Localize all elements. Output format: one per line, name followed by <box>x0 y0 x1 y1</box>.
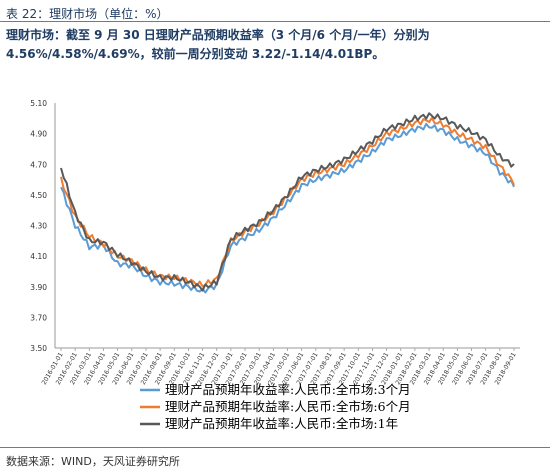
line-chart: 5.10 4.90 4.70 4.50 4.30 4.10 3.90 3.70 3.50 201… <box>30 99 520 431</box>
headline-text: 理财市场：截至 9 月 30 日理财产品预期收益率（3 个月/6 个月/一年）分… <box>6 28 430 61</box>
series-line-3 <box>60 112 515 292</box>
y-tick-label: 5.10 <box>30 99 47 108</box>
y-tick-label: 4.30 <box>30 222 47 231</box>
bottom-divider <box>0 447 550 448</box>
y-tick-label: 4.50 <box>30 191 47 200</box>
y-tick-label: 3.90 <box>30 283 47 292</box>
y-tick-label: 4.90 <box>30 130 47 139</box>
legend-label-3: 理财产品预期年收益率:人民币:全市场:1年 <box>165 416 398 431</box>
y-tick-label: 4.70 <box>30 160 47 169</box>
chart-legend: 理财产品预期年收益率:人民币:全市场:3个月理财产品预期年收益率:人民币:全市场… <box>140 382 411 431</box>
legend-label-2: 理财产品预期年收益率:人民币:全市场:6个月 <box>165 399 411 414</box>
chart-axes <box>54 103 520 349</box>
y-tick-label: 3.70 <box>30 313 47 322</box>
y-axis-ticks: 5.10 4.90 4.70 4.50 4.30 4.10 3.90 3.70 3.50 <box>30 99 47 353</box>
chart-series <box>60 112 515 294</box>
x-axis-ticks: 2016-01-012016-02-012016-03-012016-04-01… <box>41 348 518 386</box>
series-line-1 <box>60 122 515 294</box>
legend-label-1: 理财产品预期年收益率:人民币:全市场:3个月 <box>165 382 411 397</box>
table-title: 表 22：理财市场（单位：%） <box>6 7 169 21</box>
top-divider <box>0 21 550 22</box>
y-tick-label: 4.10 <box>30 252 47 261</box>
y-tick-label: 3.50 <box>30 344 47 353</box>
source-note: 数据来源：WIND，天风证券研究所 <box>6 455 180 468</box>
